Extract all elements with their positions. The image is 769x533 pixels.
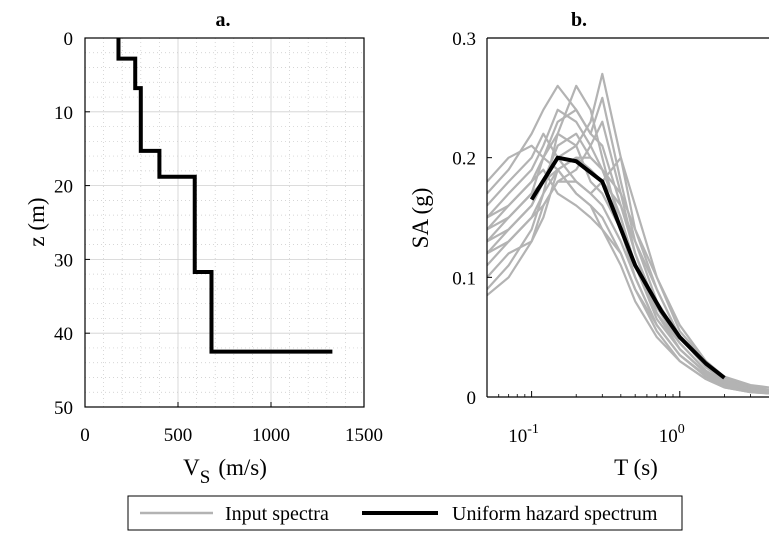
x-tick-label: 0 (80, 425, 90, 446)
x-tick-label: 100 (659, 422, 685, 447)
vs-profile-panel: a. 0 500 1000 1500 0 10 20 30 40 50 z (m) VS (m/s) (24, 9, 383, 488)
x-tick-label: 1000 (252, 425, 290, 446)
y-tick-label: 50 (54, 398, 73, 419)
y-tick-label: 0 (467, 388, 477, 409)
spectra-panel: b. 0 0.1 0.2 0.3 10-1 100 SA (g) T (s) (408, 9, 769, 480)
y-tick-label: 0.3 (452, 29, 476, 50)
panel-a-ticks: 0 500 1000 1500 0 10 20 30 40 50 (54, 29, 383, 446)
y-tick-label: 0.1 (452, 268, 476, 289)
panel-a-title: a. (216, 9, 231, 31)
y-tick-label: 0 (64, 29, 74, 50)
input-spectrum-line (487, 84, 769, 394)
input-spectrum-line (487, 132, 769, 393)
y-tick-label: 20 (54, 177, 73, 198)
xlabel-unit: (m/s) (218, 455, 267, 480)
input-spectrum-line (487, 132, 769, 395)
y-tick-label: 0.2 (452, 149, 476, 170)
panel-a-xlabel: VS (m/s) (183, 455, 267, 488)
xlabel-main: V (183, 455, 200, 480)
y-tick-label: 40 (54, 324, 73, 345)
input-spectrum-line (487, 168, 769, 395)
panel-b-xlabel: T (s) (614, 455, 658, 480)
panel-a-ylabel: z (m) (24, 197, 49, 246)
y-tick-label: 30 (54, 250, 73, 271)
uhs-line (529, 155, 726, 380)
x-tick-label: 500 (164, 425, 193, 446)
x-tick-label: 1500 (345, 425, 383, 446)
y-tick-label: 10 (54, 103, 73, 124)
legend-input-label: Input spectra (225, 503, 329, 525)
input-spectrum-line (487, 144, 769, 395)
panel-b-ticks: 0 0.1 0.2 0.3 10-1 100 (452, 29, 751, 447)
panel-a-frame (84, 37, 365, 408)
legend-uhs-label: Uniform hazard spectrum (452, 503, 658, 525)
panel-b-ylabel: SA (g) (408, 188, 433, 249)
panel-b-series (487, 72, 769, 395)
x-tick-label: 10-1 (508, 422, 539, 447)
legend: Input spectra Uniform hazard spectrum (127, 495, 683, 531)
panel-b-title: b. (571, 9, 587, 31)
vs-profile-line (116, 38, 333, 354)
xlabel-subscript: S (200, 467, 211, 488)
panel-a-grid (85, 38, 364, 407)
legend-box (127, 495, 683, 531)
